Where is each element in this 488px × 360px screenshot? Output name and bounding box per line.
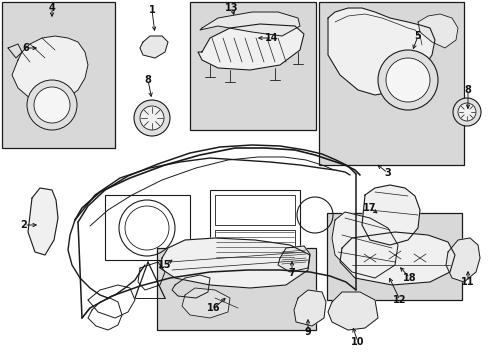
Polygon shape — [417, 14, 457, 48]
Bar — [326, 213, 461, 300]
Polygon shape — [198, 24, 304, 70]
Text: 3: 3 — [384, 168, 390, 178]
Polygon shape — [182, 288, 229, 318]
Bar — [105, 195, 190, 260]
Polygon shape — [8, 44, 22, 58]
Bar — [215, 230, 294, 265]
Circle shape — [34, 87, 70, 123]
Polygon shape — [28, 188, 58, 255]
Bar — [2, 2, 115, 148]
Polygon shape — [200, 12, 299, 36]
Text: 1: 1 — [148, 5, 155, 15]
Text: 11: 11 — [460, 277, 474, 287]
Text: 13: 13 — [225, 3, 238, 13]
Circle shape — [134, 100, 170, 136]
Polygon shape — [445, 238, 479, 282]
Text: 2: 2 — [20, 220, 27, 230]
Text: 9: 9 — [304, 327, 311, 337]
Text: 8: 8 — [464, 85, 470, 95]
Text: 7: 7 — [288, 268, 295, 278]
Bar — [209, 190, 299, 270]
Text: 10: 10 — [350, 337, 364, 347]
Circle shape — [385, 58, 429, 102]
Text: 4: 4 — [48, 3, 55, 13]
Text: 6: 6 — [22, 43, 29, 53]
Polygon shape — [12, 36, 88, 105]
Polygon shape — [331, 212, 397, 278]
Text: 8: 8 — [144, 75, 151, 85]
Text: 5: 5 — [414, 31, 421, 41]
Bar — [215, 195, 294, 225]
Polygon shape — [339, 232, 454, 285]
Text: 17: 17 — [363, 203, 376, 213]
Circle shape — [140, 106, 163, 130]
Text: 16: 16 — [207, 303, 220, 313]
Bar — [157, 248, 315, 330]
Polygon shape — [160, 238, 309, 288]
Bar — [318, 2, 463, 165]
Text: 18: 18 — [403, 273, 416, 283]
Polygon shape — [278, 246, 309, 272]
Circle shape — [377, 50, 437, 110]
Polygon shape — [361, 185, 419, 245]
Text: 15: 15 — [158, 260, 171, 270]
Circle shape — [457, 103, 475, 121]
Circle shape — [27, 80, 77, 130]
Polygon shape — [293, 290, 325, 326]
Polygon shape — [327, 8, 434, 95]
Polygon shape — [327, 292, 377, 330]
Circle shape — [452, 98, 480, 126]
Polygon shape — [140, 36, 168, 58]
Text: 12: 12 — [392, 295, 406, 305]
Text: 14: 14 — [264, 33, 278, 43]
Bar — [190, 2, 315, 130]
